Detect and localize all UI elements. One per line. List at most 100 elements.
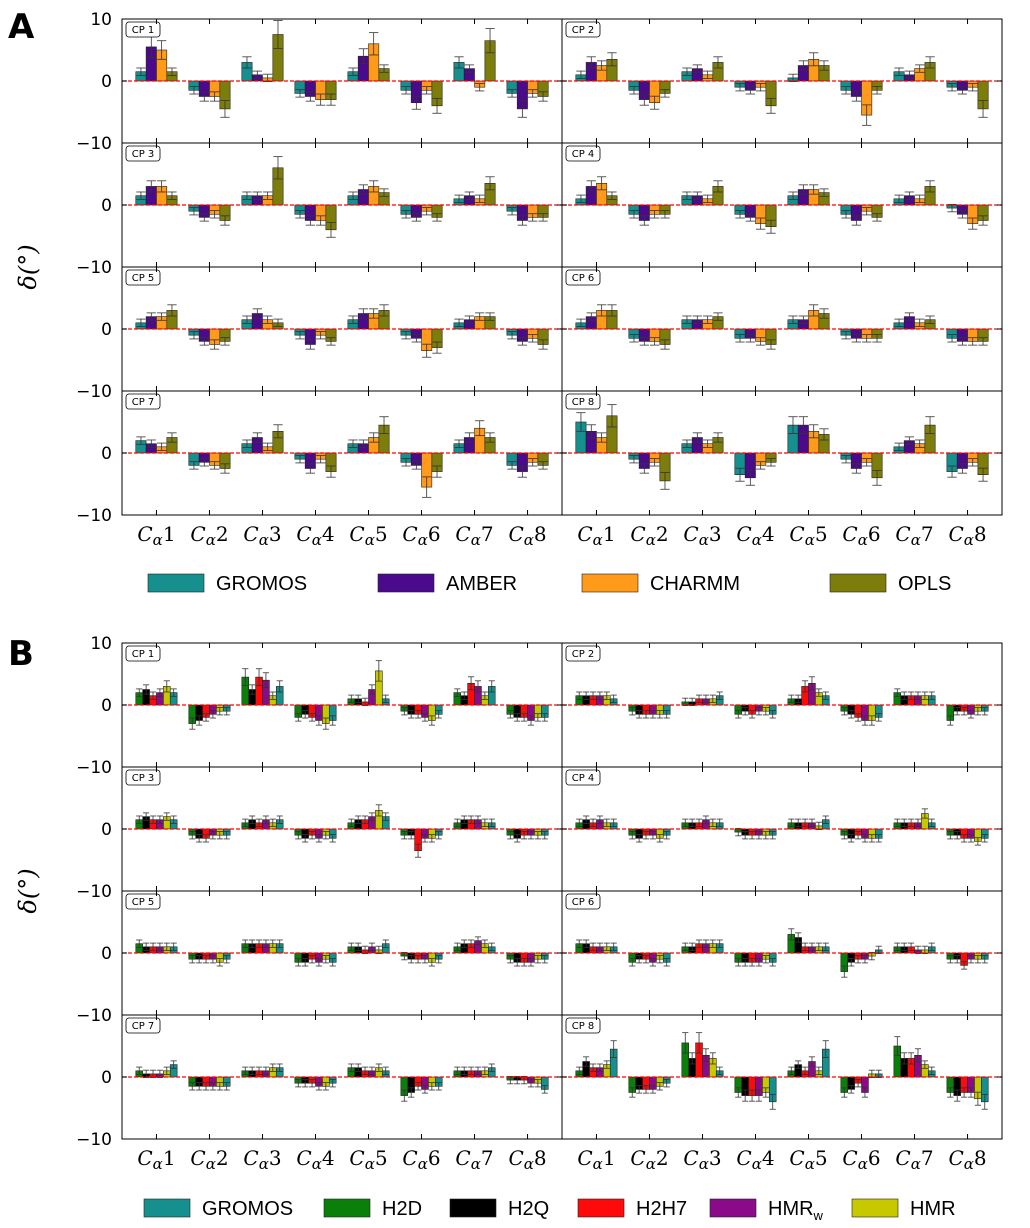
svg-text:CP 2: CP 2 [572,649,595,660]
errorbar-a-cp2-c7-s3 [915,64,925,73]
errorbar-a-cp3-c5-s2 [358,184,368,195]
errorbar-b-cp7-c6-s2 [408,1087,415,1098]
errorbar-b-cp7-c1-s3 [149,1069,157,1079]
errorbar-a-cp8-c8-s1 [947,465,957,478]
errorbar-a-cp6-c3-s4 [713,312,723,321]
errorbar-b-cp8-c1-s6 [610,1040,617,1058]
errorbar-b-cp6-c8-s3 [960,961,968,970]
errorbar-b-cp7-c7-s3 [467,1066,475,1075]
errorbar-a-cp7-c1-s1 [136,436,146,445]
errorbar-a-cp7-c4-s4 [326,465,336,478]
errorbar-b-cp5-c4-s6 [329,958,336,967]
errorbar-b-cp8-c4-s6 [769,1093,776,1110]
errorbar-a-cp6-c2-s1 [629,334,639,343]
errorbar-b-cp6-c1-s4 [596,942,604,951]
errorbar-b-cp5-c1-s1 [136,939,143,948]
errorbar-b-cp3-c3-s6 [276,815,283,824]
errorbar-b-cp6-c2-s6 [663,958,670,967]
errorbar-b-cp8-c2-s2 [636,1085,643,1094]
subplot-b-cp8: CP 8 [561,1014,1003,1140]
errorbar-b-cp5-c2-s2 [196,955,203,964]
errorbar-a-cp3-c1-s1 [136,191,146,200]
errorbar-b-cp7-c3-s4 [262,1066,270,1075]
errorbar-a-cp3-c2-s2 [199,213,209,222]
errorbar-b-cp1-c2-s4 [209,710,217,719]
errorbar-b-cp2-c8-s4 [967,710,975,719]
errorbar-b-cp1-c2-s1 [189,717,196,730]
errorbar-a-cp7-c3-s2 [252,432,262,443]
errorbar-b-cp6-c8-s5 [974,955,981,964]
errorbar-a-cp1-c3-s1 [242,56,252,69]
svg-text:CP 2: CP 2 [572,25,595,36]
errorbar-a-cp6-c5-s3 [809,304,819,317]
errorbar-a-cp6-c4-s3 [756,337,766,346]
errorbar-b-cp4-c8-s1 [947,831,954,840]
errorbar-a-cp8-c7-s1 [894,442,904,451]
errorbar-a-cp6-c5-s2 [798,315,808,324]
errorbar-a-cp5-c4-s2 [305,339,315,350]
errorbar-b-cp2-c5-s1 [788,694,795,703]
errorbar-b-cp7-c7-s6 [488,1063,495,1072]
errorbar-a-cp2-c2-s3 [649,95,660,110]
errorbar-a-cp2-c3-s4 [713,56,723,69]
errorbar-b-cp5-c7-s4 [474,936,482,945]
errorbar-b-cp7-c6-s3 [414,1082,422,1091]
errorbar-a-cp2-c1-s3 [596,60,607,71]
errorbar-b-cp8-c8-s1 [947,1087,954,1098]
errorbar-a-cp7-c4-s1 [295,455,305,464]
svg-text:CP 4: CP 4 [572,773,595,784]
subplot-b-cp7: CP 7 [121,1014,563,1140]
errorbar-a-cp5-c5-s1 [348,315,358,324]
svg-text:CP 6: CP 6 [572,273,595,284]
errorbar-b-cp1-c1-s2 [143,684,150,695]
errorbar-a-cp5-c8-s2 [517,337,528,346]
errorbar-b-cp4-c3-s5 [709,818,716,827]
errorbar-b-cp1-c6-s3 [414,710,422,719]
errorbar-b-cp4-c2-s1 [629,831,636,840]
errorbar-a-cp1-c4-s3 [316,93,326,106]
errorbar-a-cp5-c2-s1 [189,331,199,340]
errorbar-a-cp5-c2-s3 [209,339,220,350]
x-category-label-a-col1-4: Cα4 [296,522,334,549]
errorbar-b-cp7-c6-s5 [428,1082,435,1091]
x-category-label-b-col1-6: Cα6 [402,1146,440,1173]
errorbar-b-cp2-c2-s3 [642,710,650,719]
errorbar-a-cp3-c2-s1 [189,207,199,216]
errorbar-b-cp1-c1-s3 [149,691,157,700]
errorbar-b-cp4-c7-s5 [921,808,928,819]
errorbar-b-cp7-c3-s6 [276,1063,283,1072]
errorbar-b-cp4-c1-s4 [596,815,604,824]
errorbar-a-cp8-c1-s2 [586,424,596,439]
errorbar-b-cp2-c8-s5 [974,707,981,716]
errorbar-a-cp6-c1-s3 [596,304,607,317]
errorbar-b-cp7-c1-s5 [163,1066,170,1075]
errorbar-b-cp3-c1-s2 [143,812,150,821]
errorbar-a-cp1-c4-s2 [305,91,315,102]
errorbar-a-cp7-c8-s1 [507,461,517,470]
errorbar-b-cp2-c6-s3 [854,713,862,722]
legend-item-legend-b-1: GROMOS [143,1198,293,1220]
errorbar-a-cp1-c4-s1 [295,89,305,98]
errorbar-b-cp2-c6-s5 [868,715,875,726]
errorbar-b-cp2-c3-s2 [689,697,696,707]
errorbar-b-cp5-c5-s1 [348,942,355,951]
errorbar-b-cp3-c7-s3 [467,815,475,824]
errorbar-b-cp3-c1-s6 [170,815,177,824]
errorbar-b-cp3-c7-s6 [488,818,495,827]
errorbar-b-cp2-c1-s1 [576,691,583,700]
legend-item-legend-a-2: AMBER [377,573,517,595]
errorbar-b-cp7-c7-s4 [474,1066,482,1075]
errorbar-a-cp4-c4-s4 [766,219,776,234]
y-tick-label-b-r4-3: −10 [76,1130,112,1150]
subplot-a-cp1: CP 1 [121,18,563,144]
errorbar-b-cp3-c5-s1 [348,818,355,827]
errorbar-b-cp3-c5-s2 [355,815,362,824]
errorbar-a-cp8-c3-s3 [702,439,713,448]
errorbar-b-cp2-c1-s3 [589,691,597,700]
errorbar-b-cp1-c6-s2 [408,710,415,719]
errorbar-a-cp2-c2-s2 [639,93,649,106]
errorbar-a-cp1-c8-s2 [517,100,528,118]
errorbar-b-cp4-c6-s5 [868,834,875,843]
errorbar-a-cp6-c1-s2 [586,312,596,321]
errorbar-a-cp6-c4-s2 [745,334,755,343]
